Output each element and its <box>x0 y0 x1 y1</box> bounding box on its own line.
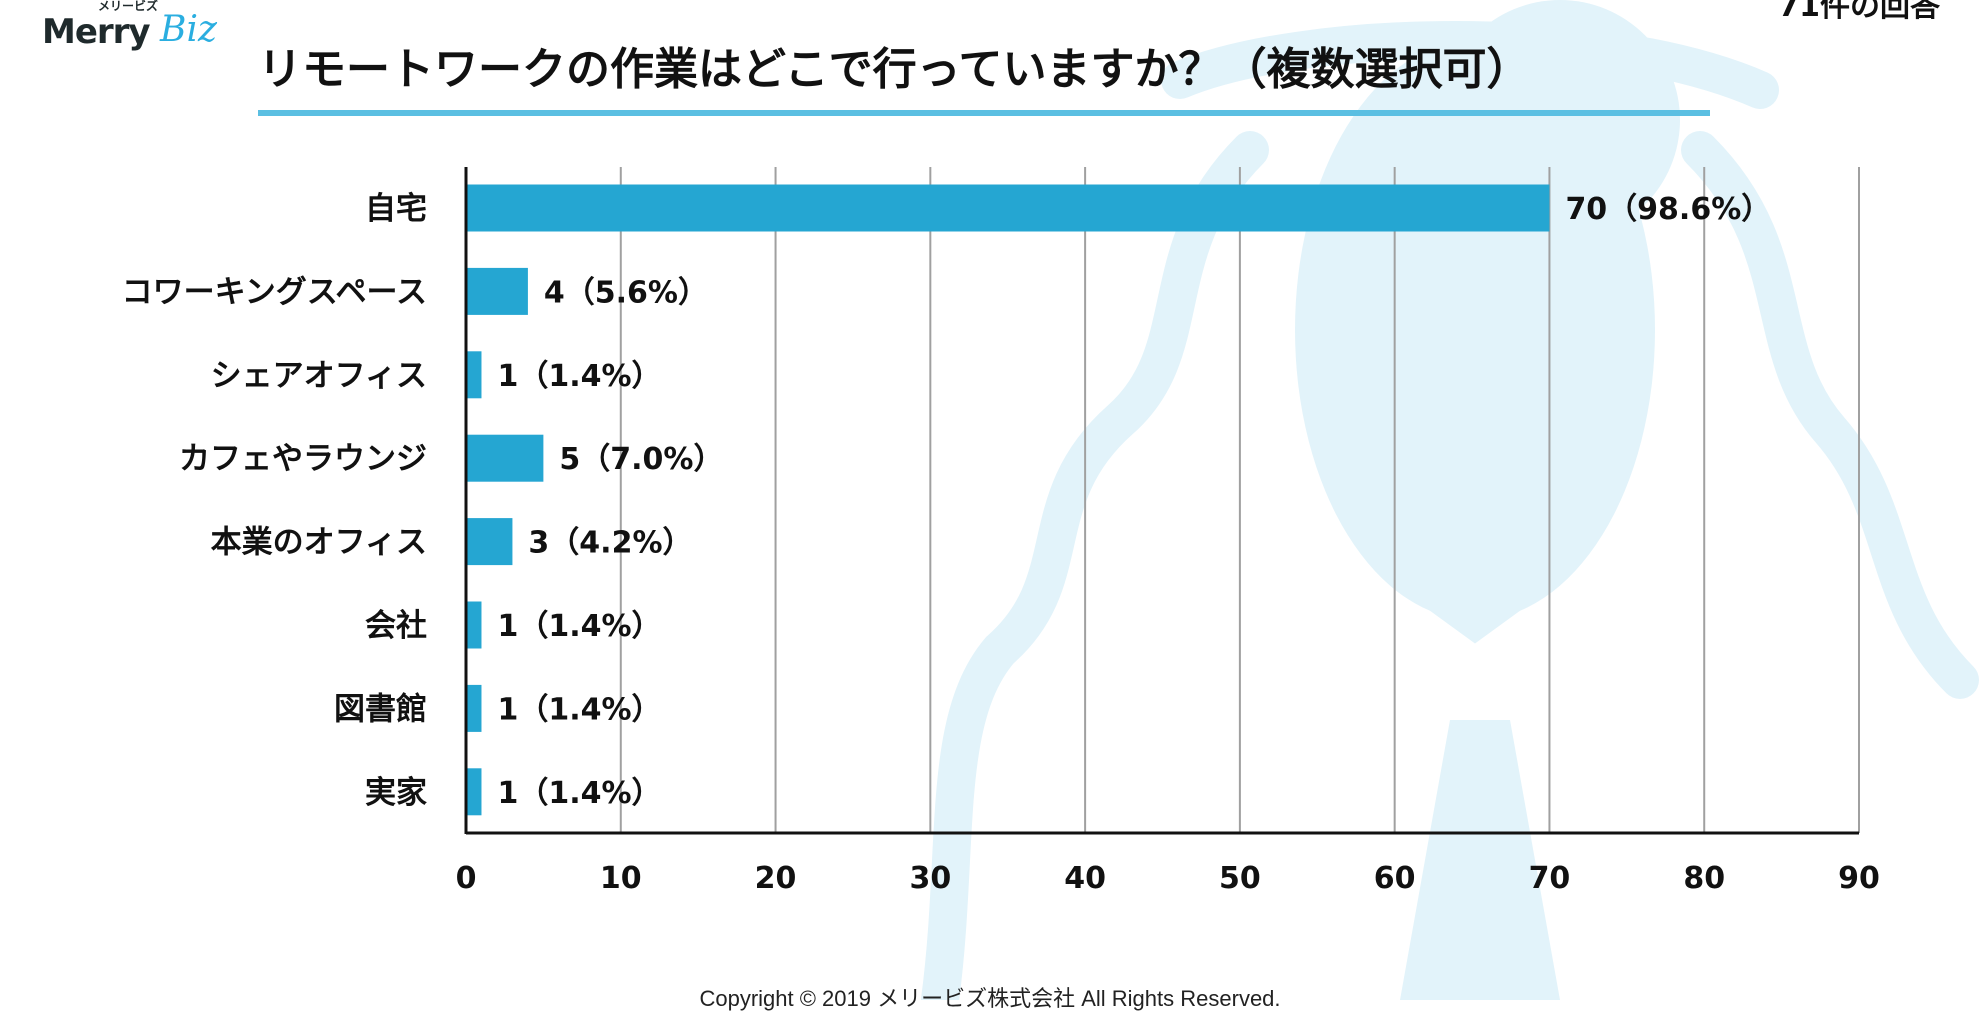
category-label: カフェやラウンジ <box>179 441 427 477</box>
bar <box>466 351 482 399</box>
x-tick-label: 40 <box>1064 861 1106 896</box>
bar <box>466 434 544 482</box>
bar <box>466 601 482 649</box>
logo-script: Biz <box>160 9 217 50</box>
x-tick-label: 20 <box>755 861 797 896</box>
bar <box>466 518 513 566</box>
bar <box>466 768 482 816</box>
bar <box>466 684 482 732</box>
logo-kana: メリービズ <box>98 0 159 13</box>
category-label: コワーキングスペース <box>122 274 427 310</box>
data-label: 3（4.2%） <box>528 526 692 561</box>
x-tick-label: 30 <box>909 861 951 896</box>
x-tick-label: 80 <box>1683 861 1725 896</box>
bar <box>466 184 1550 232</box>
data-label: 1（1.4%） <box>497 359 661 394</box>
category-label: シェアオフィス <box>211 358 427 394</box>
x-tick-label: 90 <box>1838 861 1880 896</box>
data-label: 1（1.4%） <box>497 776 661 811</box>
chart-title: リモートワークの作業はどこで行っていますか？（複数選択可） <box>258 44 1531 95</box>
x-tick-label: 70 <box>1529 861 1571 896</box>
merrybiz-logo: メリービズ Merry Biz <box>42 0 252 54</box>
bar <box>466 267 528 315</box>
x-tick-label: 10 <box>600 861 642 896</box>
category-label: 本業のオフィス <box>211 525 427 561</box>
title-underline <box>258 110 1710 116</box>
response-count: 71件の回答 <box>1778 0 1940 24</box>
data-label: 1（1.4%） <box>497 609 661 644</box>
data-label: 1（1.4%） <box>497 692 661 727</box>
data-label: 4（5.6%） <box>544 275 708 310</box>
data-label: 5（7.0%） <box>559 442 723 477</box>
copyright: Copyright © 2019 メリービズ株式会社 All Rights Re… <box>699 986 1281 1011</box>
category-label: 図書館 <box>334 691 427 727</box>
x-tick-label: 50 <box>1219 861 1261 896</box>
category-label: 実家 <box>365 775 427 811</box>
category-label: 会社 <box>365 608 427 644</box>
data-label: 70（98.6%） <box>1565 192 1771 227</box>
logo-text: Merry <box>42 12 151 52</box>
x-tick-label: 60 <box>1374 861 1416 896</box>
category-label: 自宅 <box>365 191 427 227</box>
x-tick-label: 0 <box>456 861 477 896</box>
